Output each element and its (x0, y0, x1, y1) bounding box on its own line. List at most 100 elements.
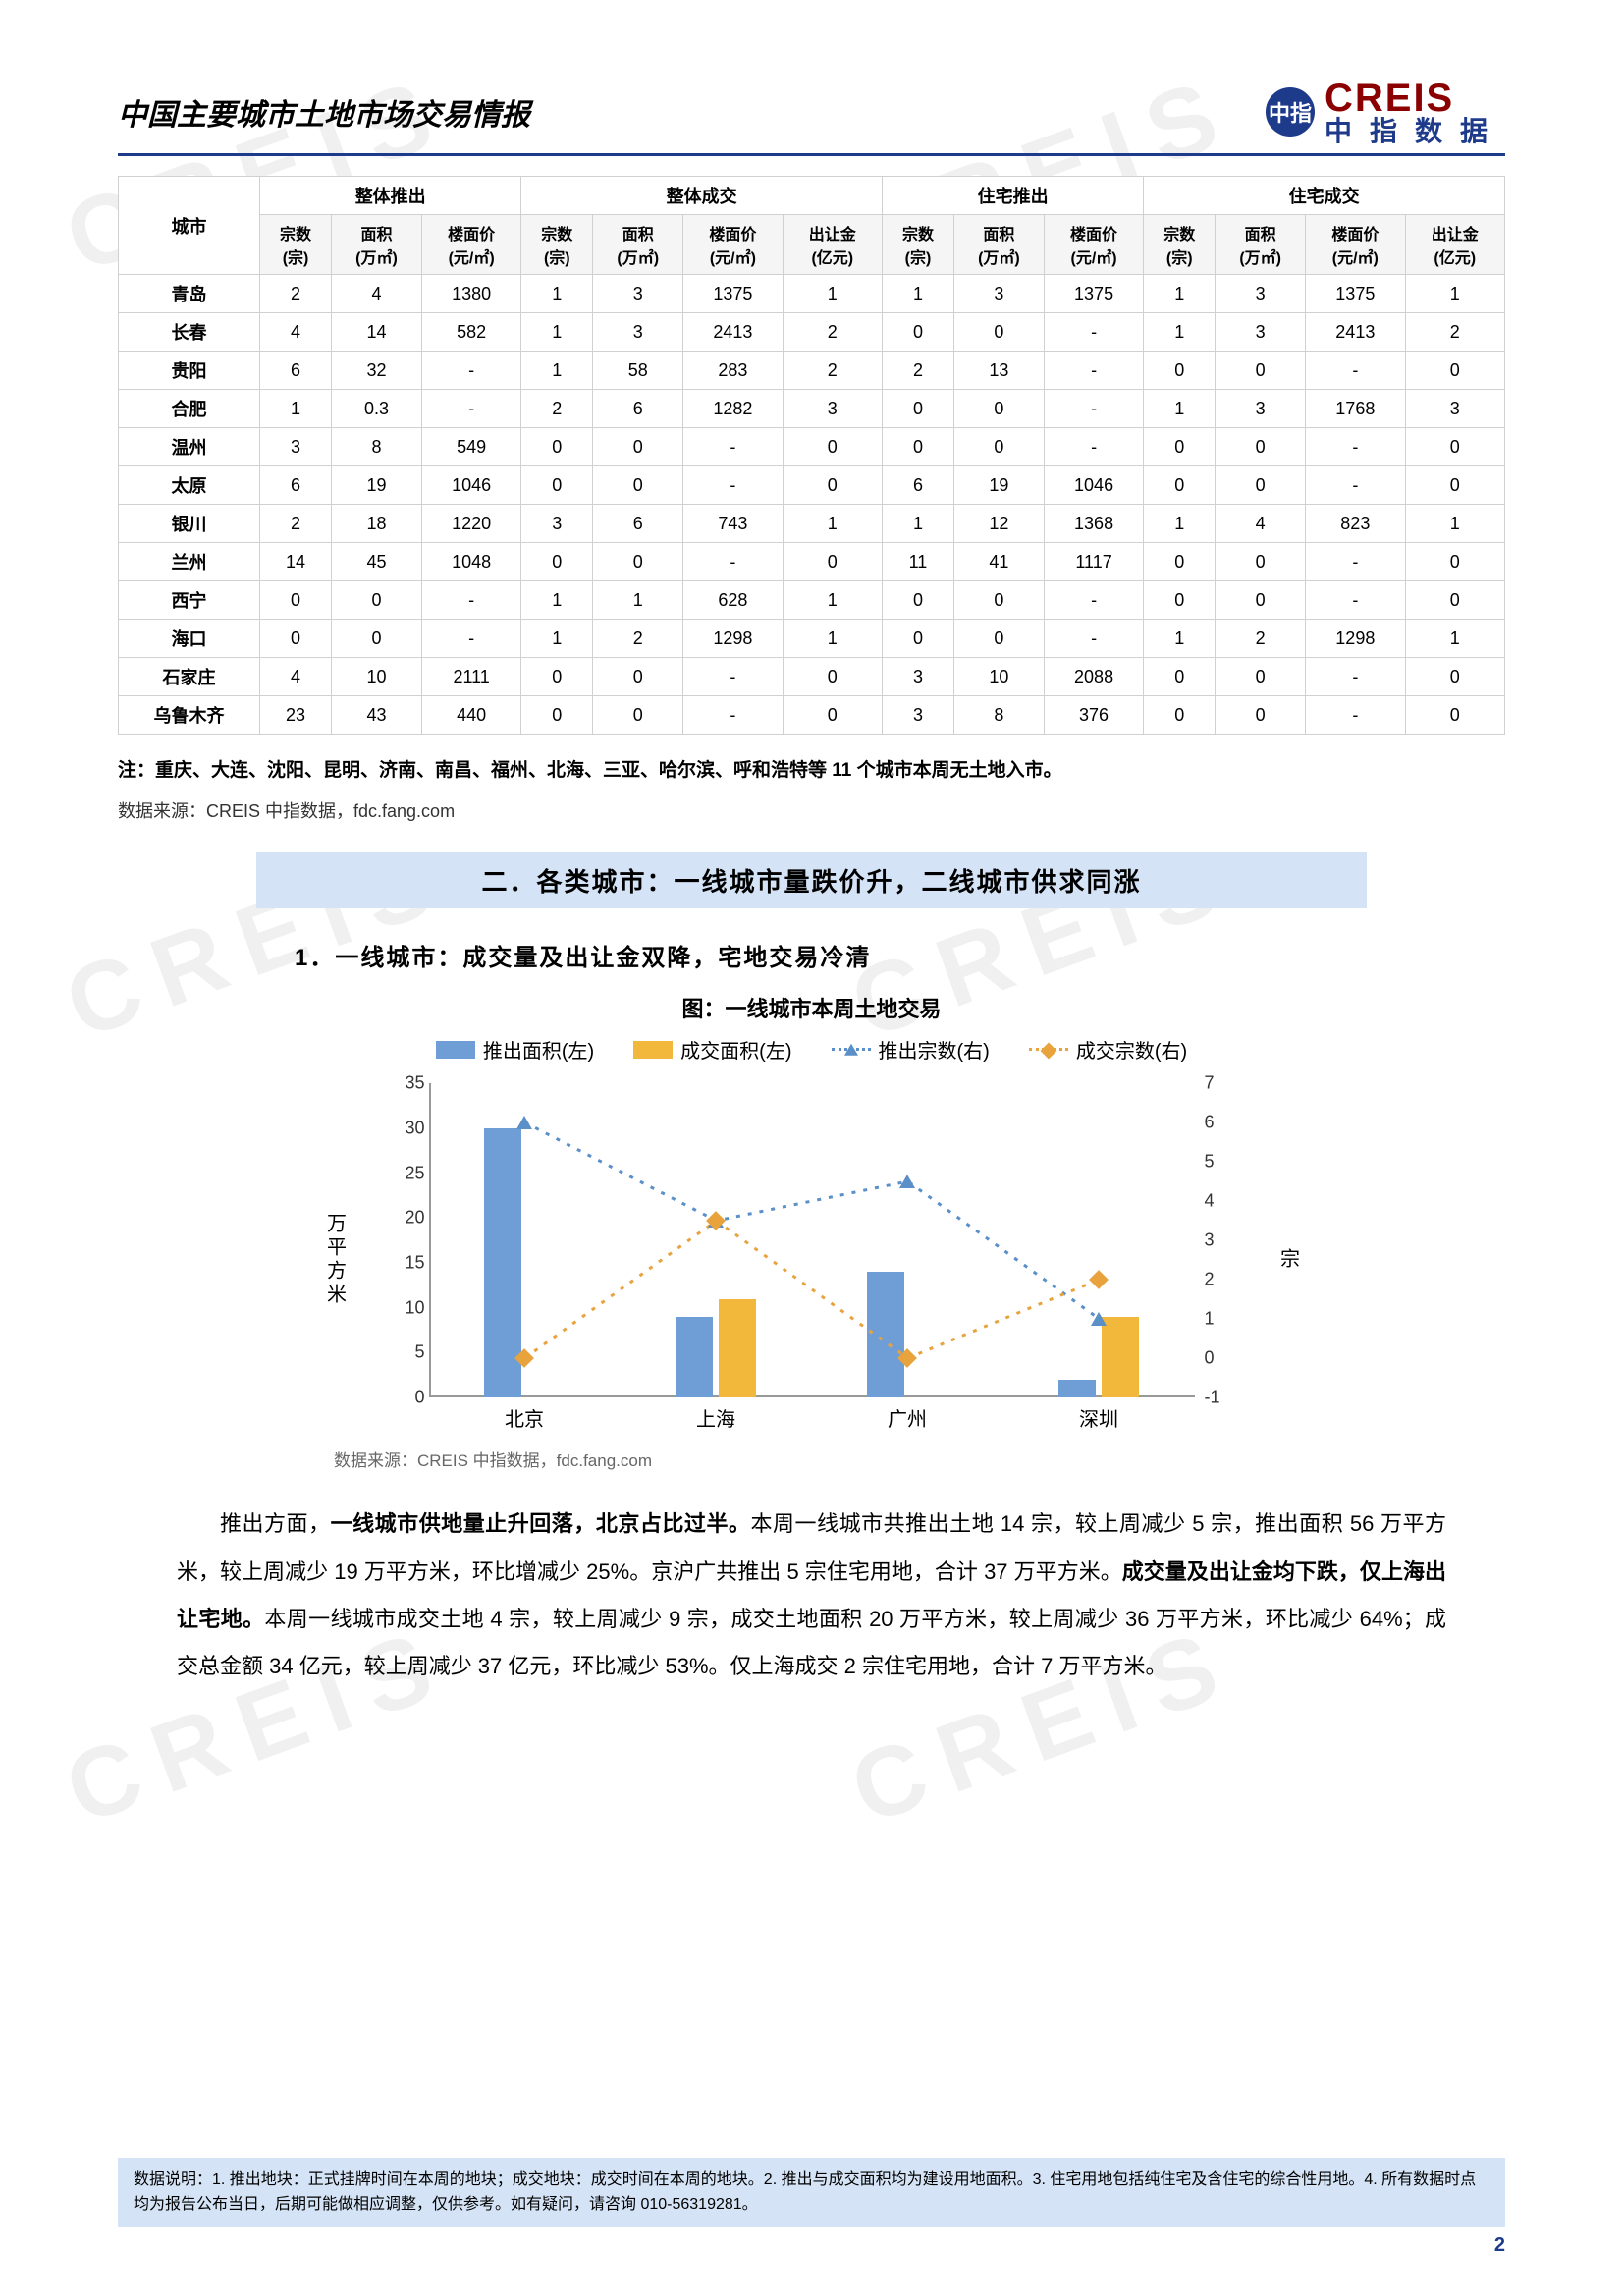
data-cell: 1 (521, 352, 593, 390)
y-left-tick: 15 (390, 1253, 425, 1274)
data-cell: 1 (783, 275, 882, 313)
data-cell: 1 (1144, 390, 1216, 428)
data-cell: 2 (260, 275, 332, 313)
data-cell: 3 (593, 313, 683, 352)
city-cell: 青岛 (119, 275, 260, 313)
legend-line2-marker (1029, 1048, 1068, 1051)
data-cell: 0 (521, 658, 593, 696)
data-cell: - (683, 428, 783, 466)
data-cell: 1298 (683, 620, 783, 658)
data-cell: 0 (521, 428, 593, 466)
data-cell: 1046 (1044, 466, 1143, 505)
y-right-tick: 3 (1205, 1230, 1234, 1251)
data-cell: 6 (593, 390, 683, 428)
data-cell: - (1306, 543, 1405, 581)
data-cell: 2 (1216, 620, 1306, 658)
report-title: 中国主要城市土地市场交易情报 (118, 90, 530, 134)
data-cell: 1 (1405, 275, 1504, 313)
data-cell: 1220 (421, 505, 520, 543)
sub-header-cell: 宗数 (宗) (883, 215, 954, 275)
x-tick: 上海 (696, 1403, 735, 1432)
data-cell: 45 (332, 543, 422, 581)
data-cell: 0 (953, 620, 1044, 658)
table-row: 兰州1445104800-01141111700-0 (119, 543, 1505, 581)
data-cell: 19 (332, 466, 422, 505)
data-cell: 0 (521, 543, 593, 581)
data-cell: 0 (783, 428, 882, 466)
data-cell: 1375 (1044, 275, 1143, 313)
data-cell: 1 (783, 505, 882, 543)
data-cell: 1 (260, 390, 332, 428)
data-cell: 0 (593, 428, 683, 466)
data-cell: - (421, 352, 520, 390)
city-cell: 银川 (119, 505, 260, 543)
data-cell: 2413 (1306, 313, 1405, 352)
data-cell: 2111 (421, 658, 520, 696)
data-cell: 3 (783, 390, 882, 428)
data-cell: 32 (332, 352, 422, 390)
data-cell: 1048 (421, 543, 520, 581)
data-cell: 4 (260, 313, 332, 352)
data-cell: - (683, 696, 783, 735)
data-cell: 0 (260, 620, 332, 658)
data-cell: 14 (332, 313, 422, 352)
data-cell: 6 (593, 505, 683, 543)
data-cell: 0 (593, 696, 683, 735)
data-cell: - (683, 658, 783, 696)
land-data-table: 城市 整体推出 整体成交 住宅推出 住宅成交 宗数 (宗)面积 (万㎡)楼面价 … (118, 176, 1505, 735)
data-cell: - (1044, 581, 1143, 620)
data-cell: 2 (883, 352, 954, 390)
data-cell: 1117 (1044, 543, 1143, 581)
sub-header-cell: 出让金 (亿元) (783, 215, 882, 275)
data-cell: - (1306, 658, 1405, 696)
data-cell: 41 (953, 543, 1044, 581)
data-cell: 823 (1306, 505, 1405, 543)
data-cell: 1 (783, 620, 882, 658)
data-cell: 1 (521, 620, 593, 658)
sub-header-cell: 楼面价 (元/㎡) (683, 215, 783, 275)
chart-lines-svg (429, 1083, 1195, 1397)
y-right-axis-label: 宗 (1274, 1248, 1303, 1272)
sub-header-cell: 出让金 (亿元) (1405, 215, 1504, 275)
data-cell: 3 (260, 428, 332, 466)
data-cell: 11 (883, 543, 954, 581)
data-cell: - (1306, 696, 1405, 735)
data-cell: 0 (1216, 428, 1306, 466)
data-cell: 1046 (421, 466, 520, 505)
x-tick: 深圳 (1079, 1403, 1118, 1432)
sub-header-cell: 宗数 (宗) (1144, 215, 1216, 275)
data-cell: 628 (683, 581, 783, 620)
y-right-tick: 5 (1205, 1152, 1234, 1173)
sub-header-cell: 面积 (万㎡) (953, 215, 1044, 275)
sub-header-cell: 楼面价 (元/㎡) (421, 215, 520, 275)
data-cell: 0 (1144, 466, 1216, 505)
legend-bar2-swatch (633, 1041, 673, 1059)
data-cell: 4 (260, 658, 332, 696)
data-cell: 1 (783, 581, 882, 620)
city-cell: 长春 (119, 313, 260, 352)
data-cell: 0 (883, 313, 954, 352)
data-cell: 2 (593, 620, 683, 658)
data-cell: 6 (260, 352, 332, 390)
y-right-tick: 6 (1205, 1113, 1234, 1133)
data-cell: - (683, 543, 783, 581)
y-right-tick: 4 (1205, 1191, 1234, 1212)
data-cell: 3 (953, 275, 1044, 313)
data-cell: - (683, 466, 783, 505)
sub-header-cell: 面积 (万㎡) (593, 215, 683, 275)
data-cell: 0 (953, 313, 1044, 352)
data-cell: 3 (1216, 275, 1306, 313)
city-cell: 乌鲁木齐 (119, 696, 260, 735)
data-cell: 1 (1144, 620, 1216, 658)
data-cell: 743 (683, 505, 783, 543)
data-cell: - (421, 620, 520, 658)
group-1: 整体推出 (260, 177, 521, 215)
data-cell: 0 (953, 390, 1044, 428)
data-cell: 0 (1405, 658, 1504, 696)
city-cell: 海口 (119, 620, 260, 658)
data-cell: 0 (953, 428, 1044, 466)
data-cell: 0 (1405, 581, 1504, 620)
section-banner: 二．各类城市：一线城市量跌价升，二线城市供求同涨 (256, 852, 1366, 908)
footer-note: 数据说明：1. 推出地块：正式挂牌时间在本周的地块；成交地块：成交时间在本周的地… (118, 2158, 1505, 2227)
data-cell: 0 (593, 466, 683, 505)
